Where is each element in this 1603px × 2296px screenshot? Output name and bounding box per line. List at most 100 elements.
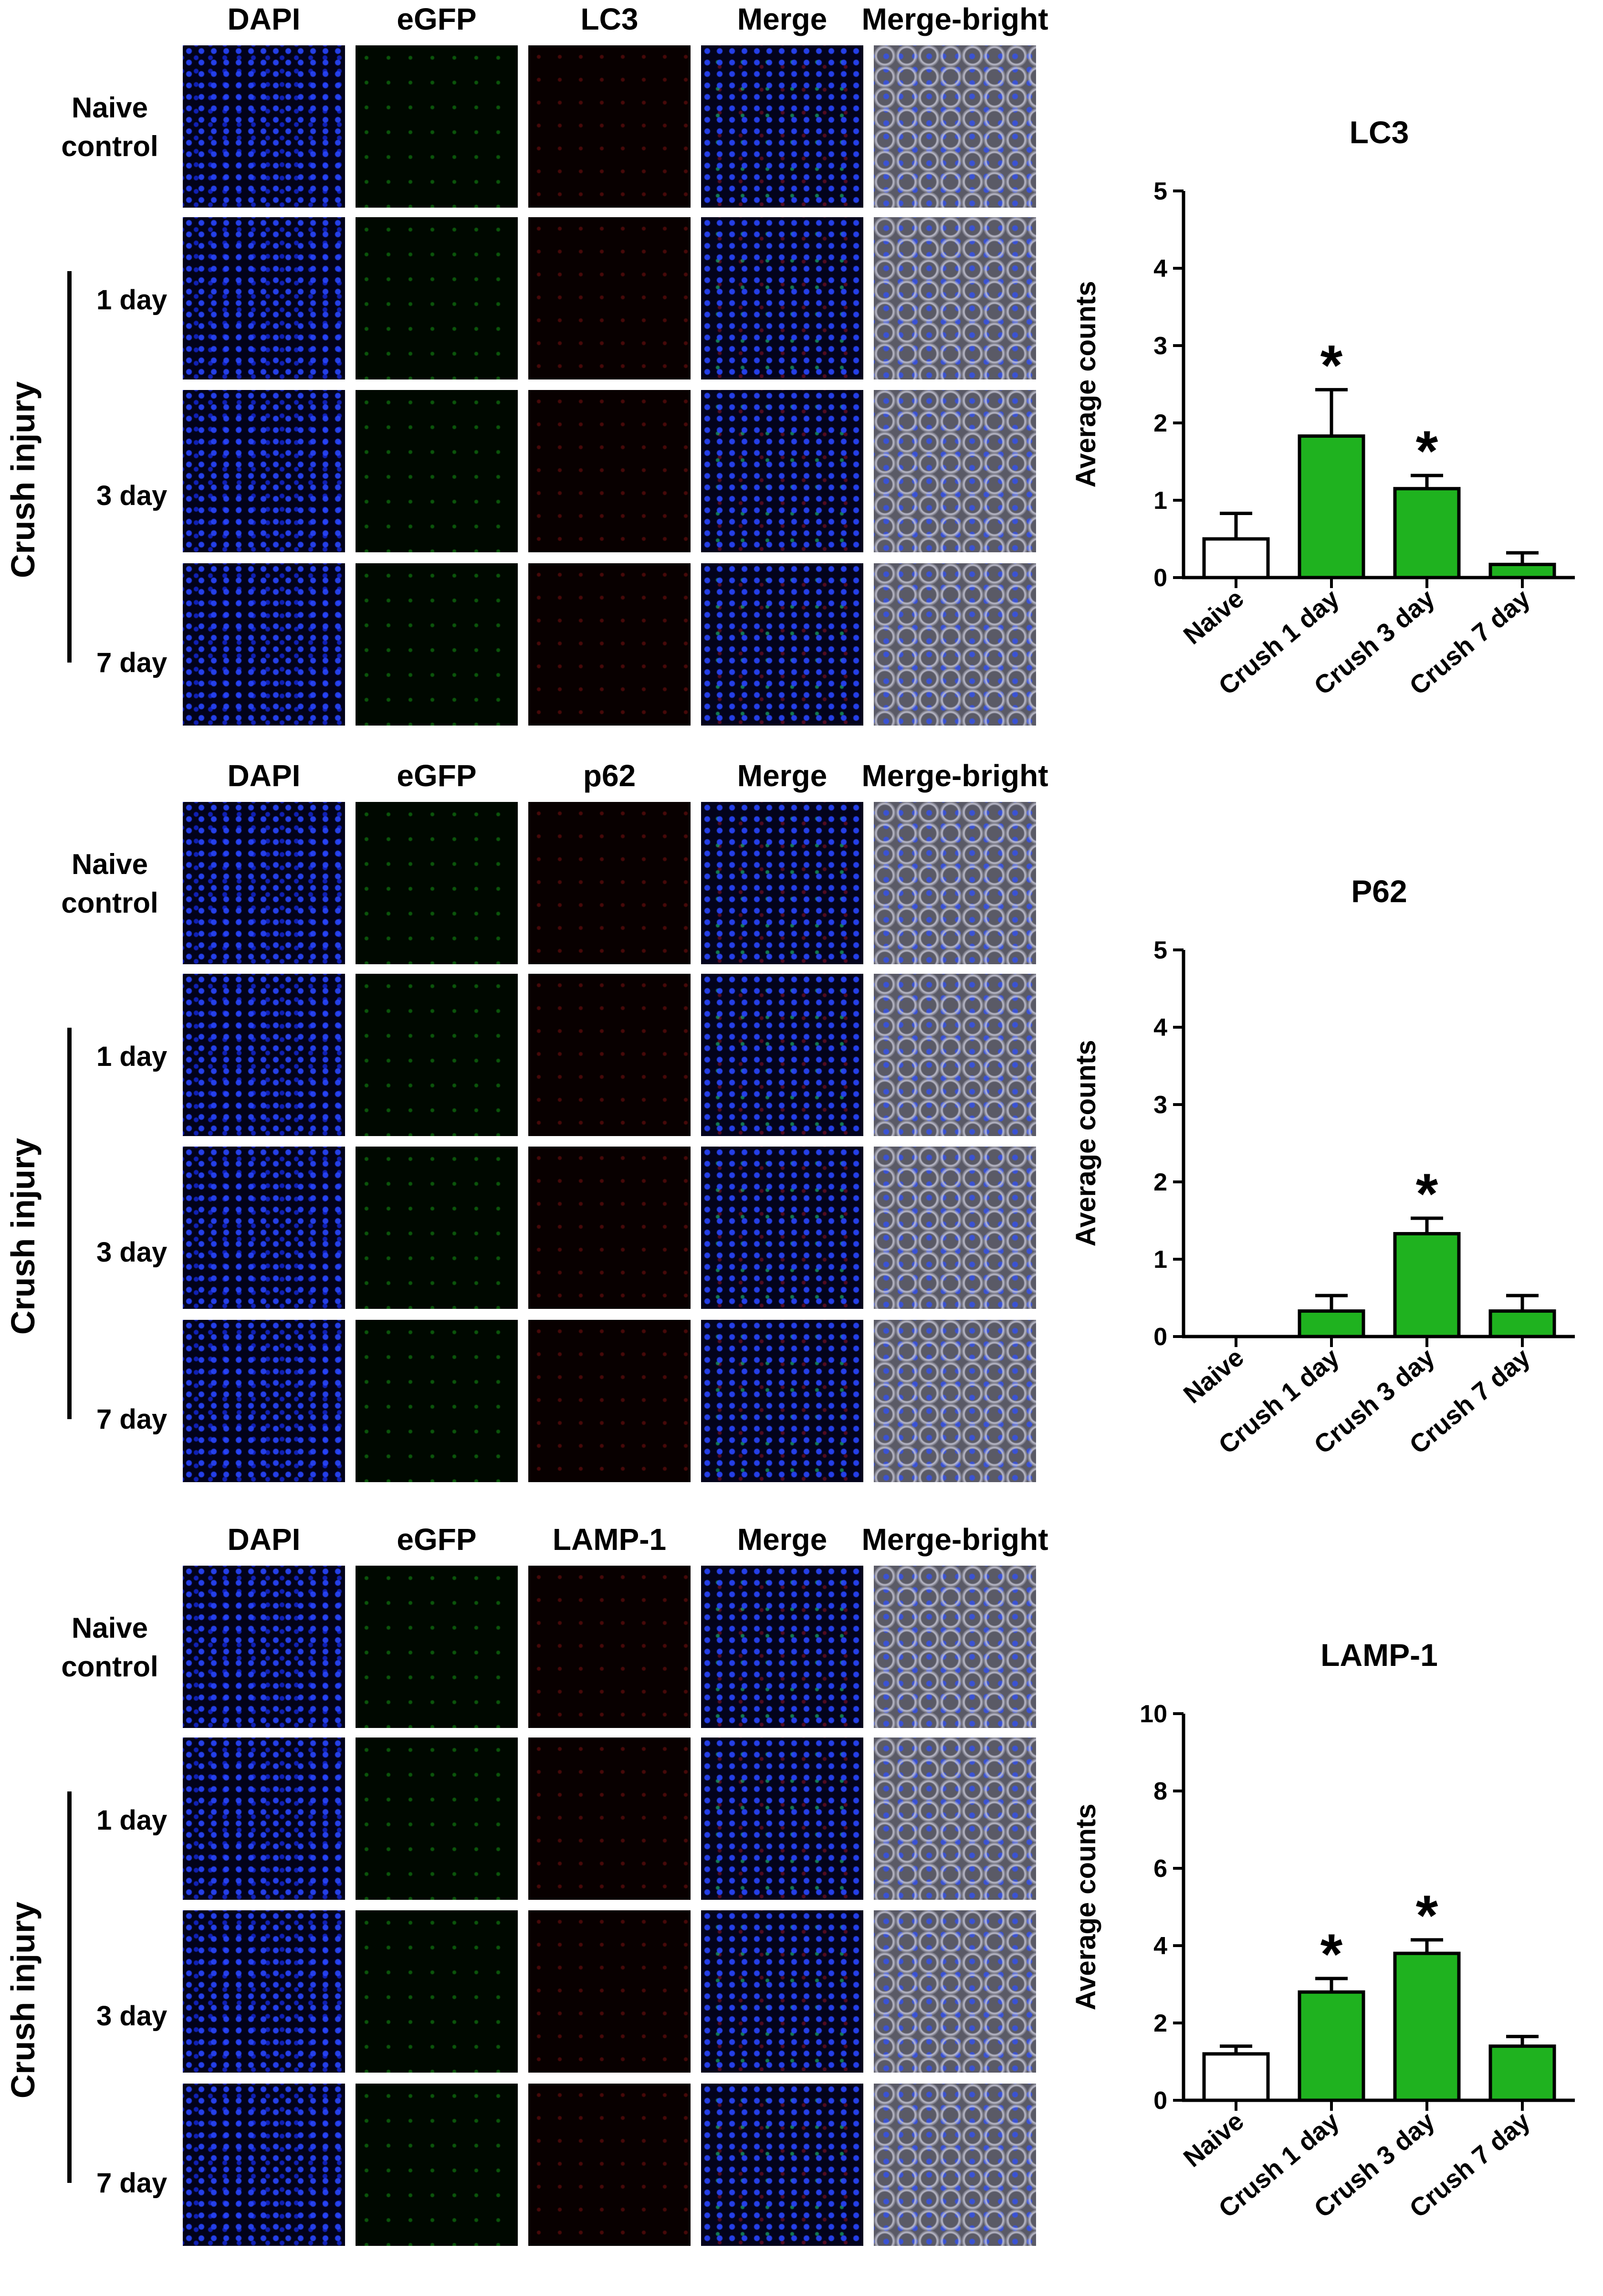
- bar-crush-3-day: [1393, 487, 1461, 579]
- micrograph-tile: [356, 1738, 518, 1900]
- micrograph-tile: [701, 390, 863, 552]
- micrograph-tile: [183, 45, 345, 208]
- column-header: LAMP-1: [552, 1522, 667, 1557]
- bar-crush-1-day: [1298, 1309, 1365, 1338]
- micrograph-tile: [356, 974, 518, 1136]
- micrograph-tile: [356, 390, 518, 552]
- column-header: Merge: [737, 2, 828, 36]
- y-axis-label: Average counts: [1070, 1804, 1101, 2011]
- naive-label-line: control: [61, 887, 158, 919]
- column-header: eGFP: [397, 2, 477, 36]
- significance-marker: *: [1416, 1162, 1438, 1226]
- micrograph-tile: [356, 1566, 518, 1728]
- day-label: 3 day: [96, 480, 168, 511]
- micrograph-tile: [356, 45, 518, 208]
- significance-marker: *: [1416, 1884, 1438, 1948]
- column-header: LC3: [580, 2, 639, 36]
- micrograph-tile: [874, 1910, 1036, 2073]
- micrograph-tile: [528, 1147, 691, 1309]
- micrograph-tile: [356, 217, 518, 379]
- micrograph-tile: [183, 1320, 345, 1482]
- micrograph-tile: [874, 217, 1036, 379]
- micrograph-tile: [528, 974, 691, 1136]
- y-tick-label: 10: [1140, 1700, 1167, 1728]
- bar-crush-1-day: [1298, 1990, 1365, 2102]
- micrograph-tile: [183, 1738, 345, 1900]
- micrograph-tile: [528, 1738, 691, 1900]
- y-tick-label: 5: [1153, 178, 1167, 205]
- micrograph-tile: [356, 1320, 518, 1482]
- day-label: 7 day: [96, 2168, 168, 2199]
- naive-control-label: Naive control: [45, 88, 174, 166]
- naive-control-label: Naive control: [45, 1609, 174, 1686]
- micrograph-tile: [528, 1320, 691, 1482]
- micrograph-tile: [183, 217, 345, 379]
- micrograph-tile: [701, 802, 863, 964]
- crush-injury-label: Crush injury: [4, 381, 42, 579]
- day-label: 7 day: [96, 647, 168, 678]
- micrograph-tile: [183, 974, 345, 1136]
- y-tick-label: 2: [1153, 1169, 1167, 1196]
- y-axis-label: Average counts: [1070, 1040, 1101, 1247]
- micrograph-tile: [874, 1738, 1036, 1900]
- bar-crush-7-day: [1488, 1309, 1556, 1338]
- micrograph-tile: [183, 563, 345, 726]
- crush-injury-bracket: [67, 1791, 72, 2183]
- bar-crush-7-day: [1488, 2044, 1556, 2102]
- y-tick-label: 3: [1153, 1091, 1167, 1119]
- y-tick-label: 0: [1153, 2087, 1167, 2115]
- column-header: Merge-bright: [861, 758, 1048, 793]
- y-tick-label: 3: [1153, 332, 1167, 360]
- chart-title: P62: [1351, 874, 1407, 909]
- micrograph-tile: [701, 563, 863, 726]
- micrograph-tile: [528, 45, 691, 208]
- y-tick-label: 2: [1153, 2010, 1167, 2037]
- y-tick-label: 4: [1153, 1014, 1167, 1042]
- micrograph-tile: [874, 1147, 1036, 1309]
- column-header: p62: [583, 758, 636, 793]
- micrograph-tile: [701, 1566, 863, 1728]
- micrograph-tile: [701, 1738, 863, 1900]
- day-label: 1 day: [96, 284, 168, 316]
- y-tick-label: 8: [1153, 1778, 1167, 1805]
- micrograph-tile: [701, 1910, 863, 2073]
- micrograph-tile: [874, 1566, 1036, 1728]
- bar-crush-7-day: [1488, 562, 1556, 579]
- day-label: 3 day: [96, 2001, 168, 2032]
- micrograph-tile: [701, 217, 863, 379]
- column-header: Merge: [737, 1522, 828, 1557]
- column-header: DAPI: [227, 2, 301, 36]
- x-tick-label: Naive: [1178, 1343, 1249, 1409]
- micrograph-tile: [528, 802, 691, 964]
- micrograph-tile: [701, 974, 863, 1136]
- naive-label-line: Naive: [71, 1612, 148, 1644]
- micrograph-tile: [183, 1910, 345, 2073]
- y-tick-label: 4: [1153, 255, 1167, 283]
- micrograph-tile: [874, 390, 1036, 552]
- micrograph-tile: [874, 45, 1036, 208]
- micrograph-tile: [528, 563, 691, 726]
- y-tick-label: 2: [1153, 410, 1167, 437]
- crush-injury-bracket: [67, 271, 72, 663]
- naive-control-label: Naive control: [45, 845, 174, 922]
- y-tick-label: 4: [1153, 1932, 1167, 1960]
- bar-crush-3-day: [1393, 1232, 1461, 1338]
- micrograph-tile: [528, 390, 691, 552]
- crush-injury-bracket: [67, 1028, 72, 1419]
- micrograph-tile: [183, 390, 345, 552]
- y-tick-label: 1: [1153, 487, 1167, 515]
- column-header: DAPI: [227, 1522, 301, 1557]
- column-header: DAPI: [227, 758, 301, 793]
- chart-title: LC3: [1350, 115, 1409, 150]
- micrograph-tile: [528, 217, 691, 379]
- crush-injury-label: Crush injury: [4, 1137, 42, 1335]
- micrograph-tile: [356, 563, 518, 726]
- crush-injury-label: Crush injury: [4, 1901, 42, 2099]
- naive-label-line: control: [61, 1651, 158, 1683]
- micrograph-tile: [356, 1147, 518, 1309]
- y-axis-label: Average counts: [1070, 281, 1101, 488]
- micrograph-tile: [356, 2084, 518, 2246]
- day-label: 1 day: [96, 1805, 168, 1836]
